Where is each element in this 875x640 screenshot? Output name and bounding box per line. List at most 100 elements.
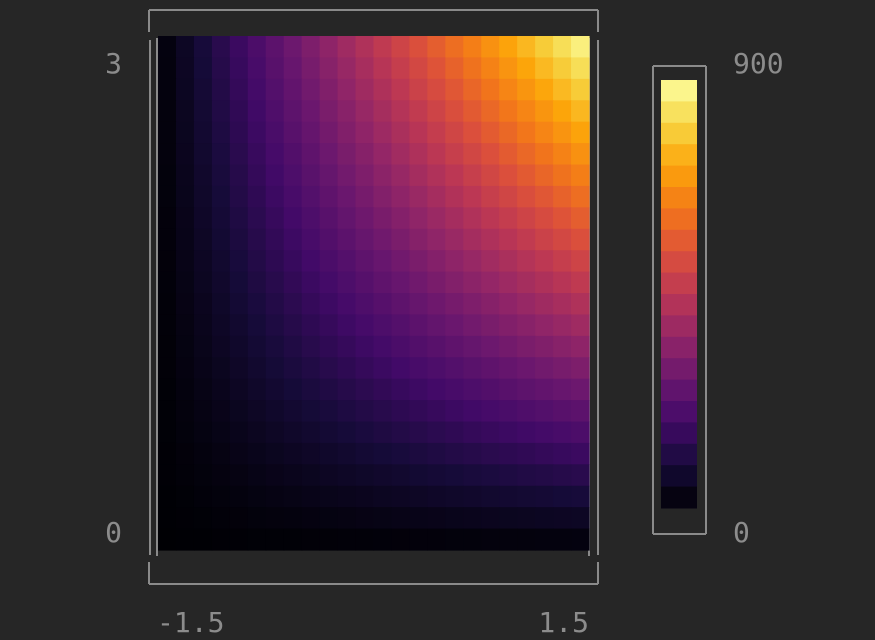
colorbar-swatch	[661, 122, 697, 145]
heatmap-cell	[319, 421, 339, 444]
heatmap-cell	[158, 121, 177, 144]
heatmap-cell	[427, 185, 446, 208]
heatmap-cell	[193, 335, 213, 358]
x-tick-label-right: 1.5	[538, 606, 589, 639]
heatmap-cell	[553, 485, 572, 508]
heatmap-cell	[517, 335, 536, 358]
heatmap-cell	[229, 228, 249, 251]
heatmap-cell	[265, 185, 285, 208]
heatmap-cell	[481, 293, 500, 316]
heatmap-cell	[319, 293, 339, 316]
heatmap-cell	[301, 485, 321, 508]
heatmap-cell	[427, 57, 446, 80]
heatmap-cell	[355, 528, 375, 551]
heatmap-cell	[265, 78, 285, 101]
heatmap-cell	[373, 185, 393, 208]
heatmap-cell	[391, 78, 411, 101]
heatmap-cell	[499, 507, 518, 530]
heatmap-cell	[158, 442, 177, 465]
heatmap-cell	[265, 378, 285, 401]
heatmap-cell	[517, 143, 536, 166]
heatmap-cell	[283, 464, 303, 487]
heatmap-cell	[175, 36, 195, 59]
heatmap-cell	[229, 357, 249, 380]
heatmap-cell	[175, 528, 195, 551]
heatmap-cell	[427, 400, 446, 423]
heatmap-cell	[445, 78, 464, 101]
heatmap-cell	[571, 185, 590, 208]
heatmap-cell	[158, 335, 177, 358]
heatmap-cell	[517, 293, 536, 316]
colorbar-swatch	[661, 358, 697, 381]
heatmap-cell	[373, 36, 393, 59]
heatmap-cell	[373, 464, 393, 487]
heatmap-cell	[445, 228, 464, 251]
heatmap-cell	[337, 164, 357, 187]
heatmap-cell	[337, 378, 357, 401]
heatmap-cell	[247, 57, 267, 80]
colorbar-swatch	[661, 251, 697, 274]
heatmap-cell	[355, 185, 375, 208]
heatmap-cell	[571, 100, 590, 123]
heatmap-cell	[535, 485, 554, 508]
heatmap-cell	[481, 36, 500, 59]
heatmap-cell	[265, 36, 285, 59]
heatmap-cell	[175, 442, 195, 465]
heatmap-cell	[499, 271, 518, 294]
heatmap-cell	[427, 528, 446, 551]
heatmap-cell	[337, 228, 357, 251]
heatmap-cell	[175, 293, 195, 316]
colorbar-swatch	[661, 443, 697, 466]
heatmap-cell	[535, 528, 554, 551]
heatmap-cell	[229, 464, 249, 487]
heatmap-cell	[229, 400, 249, 423]
heatmap-cell	[337, 121, 357, 144]
heatmap-cell	[319, 400, 339, 423]
heatmap-cell	[175, 143, 195, 166]
heatmap-cell	[481, 271, 500, 294]
heatmap-cell	[211, 36, 231, 59]
heatmap-cell	[445, 378, 464, 401]
heatmap-cell	[265, 100, 285, 123]
heatmap-cell	[571, 143, 590, 166]
heatmap-cell	[337, 143, 357, 166]
heatmap-cell	[445, 57, 464, 80]
heatmap-cell	[301, 421, 321, 444]
heatmap-cell	[319, 250, 339, 273]
heatmap-cell	[193, 507, 213, 530]
heatmap-cell	[535, 143, 554, 166]
heatmap-cell	[571, 378, 590, 401]
heatmap-cell	[463, 293, 482, 316]
heatmap-cell	[319, 121, 339, 144]
heatmap-cell	[553, 335, 572, 358]
heatmap-cell	[481, 228, 500, 251]
heatmap-cell	[373, 78, 393, 101]
heatmap-cell	[229, 185, 249, 208]
heatmap-cell	[571, 271, 590, 294]
heatmap-cell	[283, 528, 303, 551]
heatmap-cell	[373, 250, 393, 273]
heatmap-cell	[427, 507, 446, 530]
heatmap-cell	[535, 507, 554, 530]
heatmap-cell	[319, 207, 339, 230]
heatmap-cell	[265, 164, 285, 187]
heatmap-cell	[211, 357, 231, 380]
heatmap-cell	[481, 207, 500, 230]
heatmap-cell	[158, 485, 177, 508]
heatmap-cell	[517, 57, 536, 80]
heatmap-cell	[337, 464, 357, 487]
heatmap-cell	[283, 357, 303, 380]
heatmap-cell	[283, 400, 303, 423]
heatmap-cell	[158, 464, 177, 487]
heatmap-cell	[265, 314, 285, 337]
heatmap-cell	[517, 442, 536, 465]
heatmap-cell	[409, 335, 428, 358]
heatmap-cell	[283, 36, 303, 59]
heatmap-cell	[283, 421, 303, 444]
heatmap-cell	[391, 100, 411, 123]
heatmap-cell	[319, 164, 339, 187]
heatmap-cell	[553, 164, 572, 187]
heatmap-cell	[517, 507, 536, 530]
colorbar-swatch	[661, 379, 697, 402]
